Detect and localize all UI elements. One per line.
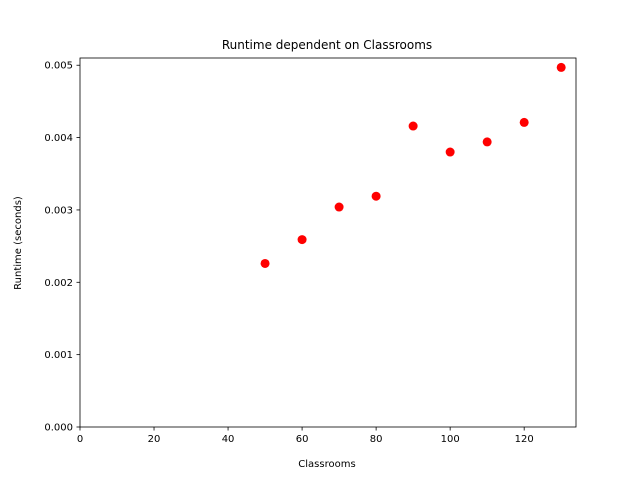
plot-frame bbox=[79, 57, 577, 428]
x-axis-label: Classrooms bbox=[298, 459, 355, 470]
x-tick-label: 60 bbox=[296, 434, 309, 445]
data-point bbox=[482, 137, 492, 147]
y-tick-label: 0.002 bbox=[44, 278, 73, 289]
plot-area: 0 20 40 60 80 100 120 0.000 0.001 0.002 0.003 0.004… bbox=[44, 57, 577, 445]
x-tick-label: 20 bbox=[148, 434, 161, 445]
data-point bbox=[260, 258, 270, 268]
x-tick-label: 0 bbox=[77, 434, 83, 445]
y-tick-label: 0.000 bbox=[44, 423, 73, 434]
y-tick-label: 0.005 bbox=[44, 61, 73, 72]
data-point bbox=[445, 147, 455, 157]
y-axis-label: Runtime (seconds) bbox=[13, 196, 24, 290]
data-point bbox=[297, 235, 307, 245]
x-tick-label: 120 bbox=[515, 434, 534, 445]
data-point bbox=[556, 62, 566, 72]
data-point bbox=[371, 191, 381, 201]
data-point bbox=[334, 202, 344, 212]
y-tick-label: 0.004 bbox=[44, 133, 73, 144]
x-tick-label: 80 bbox=[370, 434, 383, 445]
data-point bbox=[519, 117, 529, 127]
x-tick-label: 40 bbox=[222, 434, 235, 445]
x-tick-label: 100 bbox=[441, 434, 460, 445]
data-point bbox=[408, 121, 418, 131]
y-tick-label: 0.001 bbox=[44, 350, 73, 361]
chart-title: Runtime dependent on Classrooms bbox=[222, 38, 432, 52]
y-tick-label: 0.003 bbox=[44, 205, 73, 216]
